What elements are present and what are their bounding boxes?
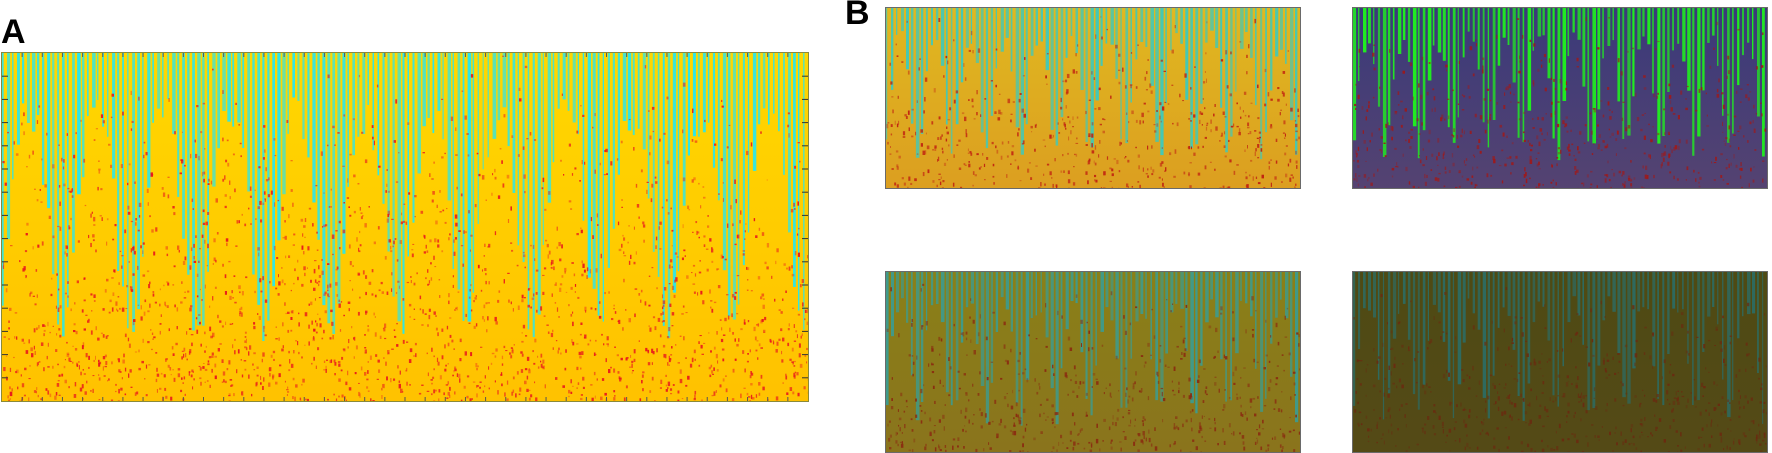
spectrogram-panel-a (1, 52, 809, 402)
panel-label-a: A (1, 13, 26, 51)
spectrogram-panel-b-bottom-left (885, 271, 1301, 453)
spectrogram-panel-b-top-right (1352, 7, 1768, 189)
panel-label-b: B (845, 0, 870, 32)
spectrogram-image-b-bottom-right (1353, 272, 1767, 452)
spectrogram-image-b-top-left (886, 8, 1300, 188)
spectrogram-image-a (2, 53, 808, 401)
spectrogram-image-b-top-right (1353, 8, 1767, 188)
spectrogram-panel-b-bottom-right (1352, 271, 1768, 453)
spectrogram-image-b-bottom-left (886, 272, 1300, 452)
spectrogram-panel-b-top-left (885, 7, 1301, 189)
